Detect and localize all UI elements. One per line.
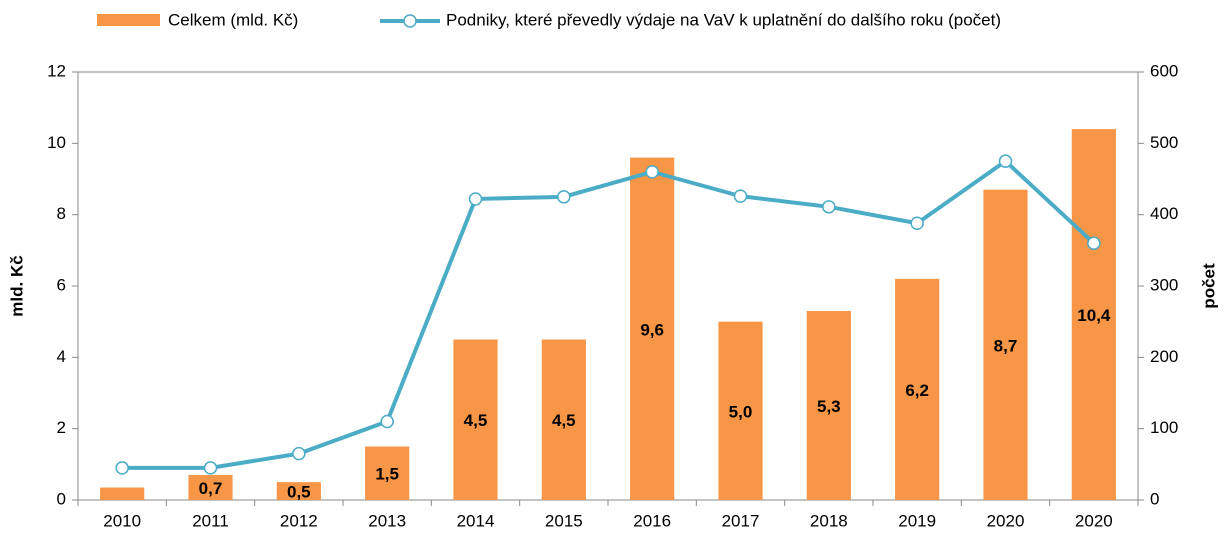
line-point (380, 414, 394, 429)
x-tick-label: 2017 (722, 511, 760, 530)
bar (895, 278, 940, 500)
x-tick-label: 2013 (368, 511, 406, 530)
line-point (115, 461, 129, 475)
x-tick-label: 2018 (810, 511, 848, 530)
legend-label: Celkem (mld. Kč) (168, 10, 298, 29)
bar (100, 487, 145, 500)
y-tick-label: 8 (57, 204, 66, 223)
legend-swatch (97, 14, 160, 26)
y2-tick-label: 0 (1150, 489, 1159, 508)
y-axis-label: mld. Kč (7, 255, 26, 316)
line-point (468, 192, 483, 206)
line-point (203, 461, 218, 475)
data-label: 9,6 (640, 320, 664, 339)
x-tick-label: 2020 (1075, 511, 1113, 530)
bar (806, 310, 851, 500)
bar (630, 157, 675, 500)
line-point (998, 154, 1013, 168)
data-label: 4,5 (464, 411, 488, 430)
data-label: 4,5 (552, 411, 576, 430)
bar (983, 189, 1028, 500)
line-point (1087, 236, 1101, 250)
data-label: 6,2 (905, 381, 929, 400)
legend-swatch (403, 14, 417, 28)
legend-label: Podniky, které převedly výdaje na VaV k … (446, 10, 1001, 29)
bar (365, 446, 410, 500)
y-tick-label: 12 (47, 61, 66, 80)
y-tick-label: 4 (57, 347, 66, 366)
y-tick-label: 10 (47, 133, 66, 152)
x-tick-label: 2019 (898, 511, 936, 530)
line-point (733, 189, 748, 203)
data-label: 0,7 (199, 479, 223, 498)
x-tick-label: 2012 (280, 511, 318, 530)
bar (188, 475, 233, 500)
line-point (292, 446, 306, 461)
y-tick-label: 0 (57, 489, 66, 508)
data-label: 8,7 (994, 336, 1018, 355)
x-tick-label: 2020 (987, 511, 1025, 530)
y2-axis-label: počet (1199, 263, 1218, 309)
x-tick-label: 2011 (192, 511, 229, 530)
y2-tick-label: 100 (1150, 418, 1178, 437)
bar (276, 482, 321, 500)
bar (1071, 129, 1116, 501)
y2-tick-label: 300 (1150, 275, 1178, 294)
bar (453, 339, 498, 500)
y2-tick-label: 500 (1150, 133, 1178, 152)
plot-frame (77, 71, 1139, 501)
y-tick-label: 2 (57, 418, 66, 437)
x-tick-label: 2016 (633, 511, 671, 530)
y2-tick-label: 400 (1150, 204, 1178, 223)
bar (541, 339, 586, 500)
x-tick-label: 2014 (457, 511, 495, 530)
line-point (557, 190, 571, 204)
line (122, 159, 1096, 470)
x-tick-label: 2015 (545, 511, 583, 530)
x-tick-label: 2010 (103, 511, 141, 530)
y-tick-label: 6 (57, 275, 66, 294)
data-label: 5,3 (817, 397, 841, 416)
line-point (645, 165, 659, 179)
line-point (910, 216, 924, 230)
data-label: 5,0 (729, 402, 753, 421)
data-label: 0,5 (287, 483, 311, 502)
bar (718, 321, 763, 500)
y2-tick-label: 600 (1150, 61, 1178, 80)
y2-tick-label: 200 (1150, 347, 1178, 366)
data-label: 1,5 (375, 465, 399, 484)
data-label: 10,4 (1077, 306, 1111, 325)
line-point (822, 200, 836, 214)
